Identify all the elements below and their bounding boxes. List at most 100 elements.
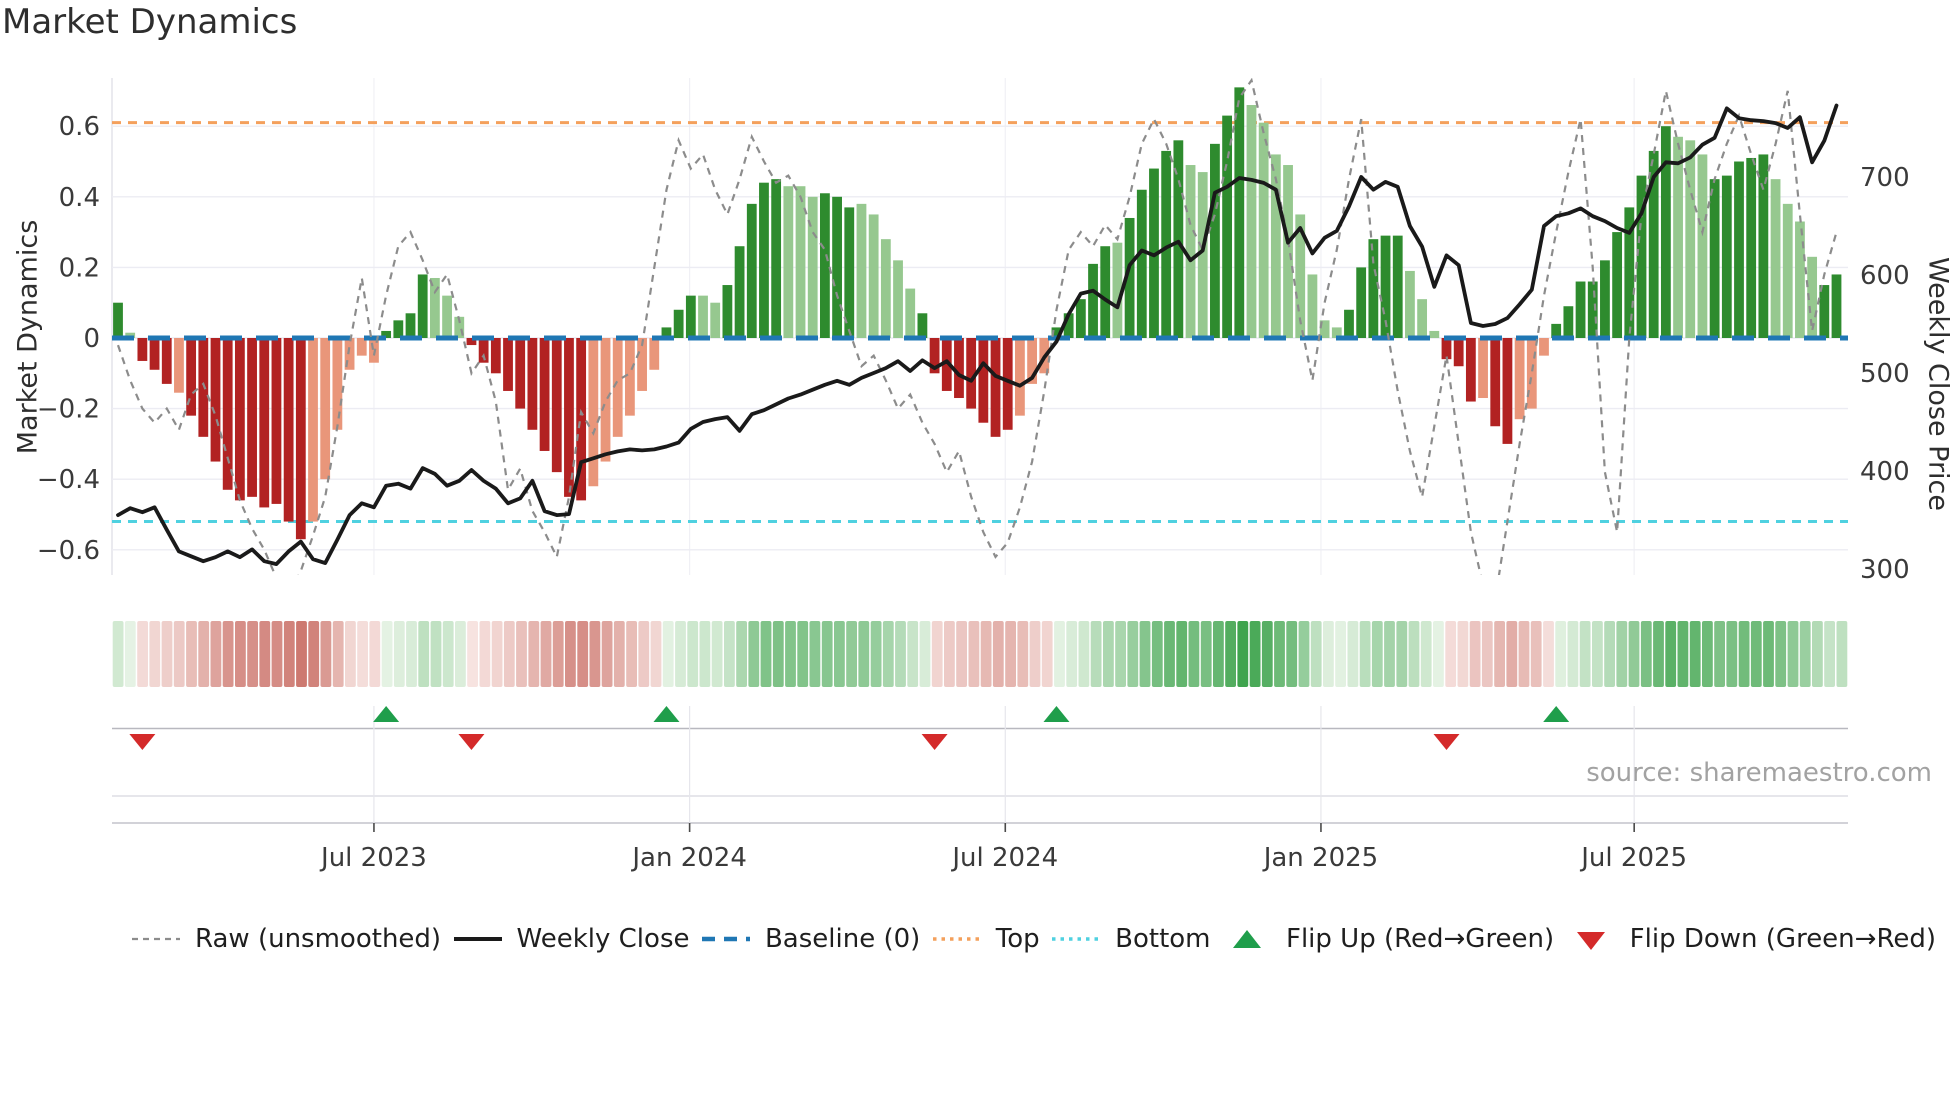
heatmap-cell [357, 621, 368, 687]
heatmap-cell [516, 621, 527, 687]
heatmap-cell [1090, 621, 1102, 687]
y-right-tick-label: 300 [1860, 555, 1910, 585]
heatmap-cell [1665, 621, 1677, 687]
heatmap-cell [455, 621, 466, 687]
flip-up-marker [1043, 706, 1070, 722]
x-tick-label: Jul 2023 [319, 843, 427, 873]
oscillator-bar [746, 203, 757, 338]
y-right-tick-label: 400 [1860, 457, 1910, 487]
oscillator-bar [1453, 338, 1464, 367]
oscillator-bar [222, 338, 233, 490]
oscillator-bar [186, 338, 197, 416]
heatmap-cell [198, 621, 210, 687]
oscillator-bar [807, 196, 818, 338]
heatmap-cell [699, 621, 711, 687]
heatmap-cell [137, 621, 148, 687]
heatmap-cell [112, 621, 124, 687]
heatmap-cell [1188, 621, 1200, 687]
heatmap-cell [601, 621, 613, 687]
heatmap-cell [1274, 621, 1285, 687]
axis-tick-labels: 0.6 0.4 0.2 0 −0.2 −0.4 −0.6 700 600 500 400 300 Jul… [37, 112, 1910, 873]
oscillator-bar [1795, 221, 1805, 338]
oscillator-bar [649, 338, 660, 370]
heatmap-cell [1763, 621, 1774, 687]
heatmap-cell [919, 621, 931, 687]
oscillator-bar [1587, 281, 1598, 338]
heatmap-cell [1029, 621, 1041, 687]
oscillator-bar [1344, 309, 1354, 338]
oscillator-bar [1648, 150, 1659, 338]
heatmap-cell [736, 621, 747, 687]
oscillator-bar [1283, 165, 1293, 338]
baseline-legend-swatch [701, 936, 750, 942]
heatmap-cell [1359, 621, 1371, 687]
oscillator-bar [1746, 157, 1757, 338]
oscillator-bar [1758, 154, 1769, 338]
legend-item-bottom: Bottom [1050, 924, 1211, 954]
legend-item-flip-down: Flip Down (Green→Red) [1565, 924, 1936, 954]
oscillator-bar [1295, 214, 1306, 338]
raw-legend-swatch [132, 937, 180, 941]
oscillator-bar [1136, 189, 1147, 338]
oscillator-bar [466, 338, 477, 346]
heatmap-cell [1824, 621, 1835, 687]
oscillator-bar [478, 338, 489, 363]
heatmap-cell [210, 621, 222, 687]
legend: Raw (unsmoothed) Weekly Close Baseline (0)… [130, 924, 1936, 954]
heatmap-cell [1237, 621, 1249, 687]
flip-down-marker [129, 734, 156, 750]
heatmap-cell [1249, 621, 1261, 687]
heatmap-cell [528, 621, 540, 687]
flip-marker-panel [112, 706, 1848, 832]
heatmap-cell [956, 621, 967, 687]
heatmap-cell [1481, 621, 1493, 687]
oscillator-bar [1636, 175, 1647, 338]
heatmap-cell [1592, 621, 1603, 687]
oscillator-bar [527, 338, 538, 430]
flip-down-legend-swatch [1576, 932, 1605, 950]
oscillator-bar [1246, 105, 1257, 339]
heatmap-cell [552, 621, 564, 687]
heatmap-cell [1640, 621, 1652, 687]
heatmap-cell [1213, 621, 1224, 687]
heatmap-cell [1433, 621, 1444, 687]
heatmap-cell [882, 621, 894, 687]
heatmap-cell [1555, 621, 1567, 687]
heatmap-cell [1054, 621, 1065, 687]
heatmap-cell [797, 621, 809, 687]
oscillator-bar [600, 338, 611, 462]
heatmap-cell [1689, 621, 1701, 687]
heatmap-cell [1616, 621, 1628, 687]
heatmap-cell [1604, 621, 1615, 687]
heatmap-cell [1738, 621, 1750, 687]
heatmap-cell [491, 621, 503, 687]
oscillator-bar [880, 239, 891, 338]
oscillator-bar [795, 186, 806, 338]
heatmap-cell [1078, 621, 1090, 687]
heatmap-cell [1225, 621, 1236, 687]
oscillator-bar [113, 302, 123, 338]
heatmap-cell [748, 621, 760, 687]
oscillator-bar [990, 338, 1001, 437]
oscillator-bar [1124, 217, 1135, 338]
oscillator-bar [905, 288, 916, 338]
oscillator-bar [710, 302, 721, 338]
weekly-close-line [116, 103, 1839, 566]
oscillator-bar [1526, 338, 1537, 409]
oscillator-bar [539, 338, 550, 451]
heatmap-cell [271, 621, 283, 687]
heatmap-cell [173, 621, 185, 687]
oscillator-bar [1319, 320, 1330, 338]
heatmap-cell [1261, 621, 1273, 687]
oscillator-bar [783, 186, 794, 338]
oscillator-bar [405, 313, 416, 338]
oscillator-bar [1539, 338, 1549, 356]
heatmap-cell [638, 621, 650, 687]
heatmap-cell [1041, 621, 1053, 687]
legend-item-raw: Raw (unsmoothed) [130, 924, 441, 954]
heatmap-cell [467, 621, 478, 687]
oscillator-bar [1770, 179, 1781, 338]
heatmap-cell [1494, 621, 1505, 687]
heatmap-cell [809, 621, 821, 687]
oscillator-bar [174, 338, 184, 393]
